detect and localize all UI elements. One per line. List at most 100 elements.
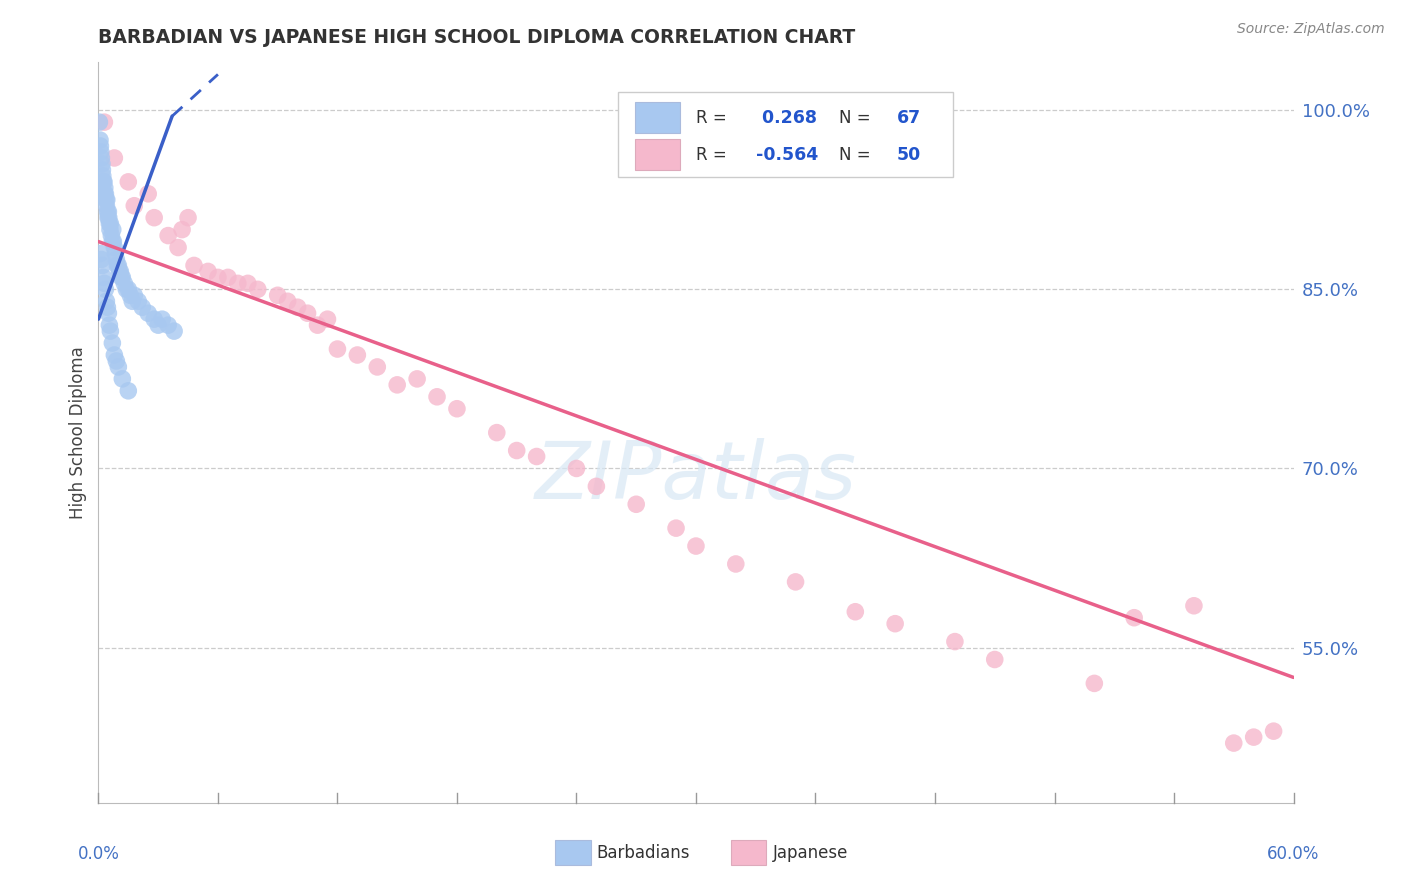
Point <box>105 259 128 273</box>
Text: 50: 50 <box>897 146 921 164</box>
Point <box>685 539 707 553</box>
Point <box>506 443 529 458</box>
Point <box>101 222 124 236</box>
Point <box>94 282 117 296</box>
Point <box>89 139 111 153</box>
Point <box>1123 610 1146 624</box>
Point <box>127 294 149 309</box>
Point <box>426 390 449 404</box>
Point <box>246 282 269 296</box>
Point <box>89 133 111 147</box>
Point <box>91 169 114 183</box>
Point <box>103 240 125 254</box>
Point <box>105 354 128 368</box>
Point <box>984 652 1007 666</box>
Point <box>110 264 132 278</box>
Point <box>93 186 115 201</box>
Point <box>117 384 139 398</box>
Point <box>93 175 115 189</box>
Point <box>100 228 122 243</box>
Point <box>1083 676 1105 690</box>
Point <box>346 348 368 362</box>
Point <box>97 211 120 225</box>
Point <box>107 359 129 374</box>
Point <box>105 252 128 267</box>
Point <box>366 359 388 374</box>
Point <box>585 479 607 493</box>
Point <box>96 294 118 309</box>
Point <box>94 181 117 195</box>
Point <box>117 175 139 189</box>
Point <box>93 175 115 189</box>
Point <box>96 193 118 207</box>
Point <box>97 204 120 219</box>
Point <box>1182 599 1205 613</box>
Point <box>91 259 114 273</box>
Point <box>626 497 648 511</box>
Point <box>90 151 112 165</box>
Point <box>943 634 966 648</box>
Text: R =: R = <box>696 109 733 127</box>
Point <box>150 312 173 326</box>
Point <box>97 211 120 225</box>
Point <box>526 450 548 464</box>
Point <box>326 342 349 356</box>
Point <box>101 336 124 351</box>
Point <box>136 306 159 320</box>
Point <box>93 277 115 291</box>
Text: R =: R = <box>696 146 733 164</box>
Point <box>96 300 118 314</box>
Text: ZIPatlas: ZIPatlas <box>534 438 858 516</box>
Point <box>117 282 139 296</box>
Point <box>121 294 143 309</box>
Point <box>103 348 125 362</box>
Point <box>177 211 200 225</box>
Point <box>1223 736 1246 750</box>
Point <box>157 318 180 333</box>
Point <box>98 222 121 236</box>
Point <box>98 217 122 231</box>
Point <box>665 521 688 535</box>
Point <box>207 270 229 285</box>
Text: Japanese: Japanese <box>773 844 849 862</box>
Point <box>287 300 309 314</box>
Point <box>98 318 121 333</box>
Point <box>785 574 807 589</box>
Text: Source: ZipAtlas.com: Source: ZipAtlas.com <box>1237 22 1385 37</box>
Point <box>91 162 114 177</box>
Point <box>197 264 219 278</box>
Point <box>103 151 125 165</box>
Text: Barbadians: Barbadians <box>596 844 690 862</box>
Text: N =: N = <box>839 146 876 164</box>
FancyBboxPatch shape <box>619 92 953 178</box>
Point <box>112 277 135 291</box>
Text: 0.268: 0.268 <box>756 109 817 127</box>
Point <box>267 288 290 302</box>
Point <box>90 145 112 159</box>
Text: -0.564: -0.564 <box>756 146 818 164</box>
Y-axis label: High School Diploma: High School Diploma <box>69 346 87 519</box>
Point <box>163 324 186 338</box>
Point <box>97 306 120 320</box>
Point <box>96 204 118 219</box>
Point <box>724 557 747 571</box>
Text: 67: 67 <box>897 109 921 127</box>
Point <box>385 377 409 392</box>
Point <box>124 199 146 213</box>
Point <box>103 235 125 249</box>
Point <box>167 240 190 254</box>
Point <box>90 252 112 267</box>
Point <box>297 306 319 320</box>
FancyBboxPatch shape <box>636 138 681 169</box>
Point <box>101 235 124 249</box>
Point <box>93 115 115 129</box>
Point <box>94 186 117 201</box>
Point <box>143 211 166 225</box>
Text: N =: N = <box>839 109 876 127</box>
Point <box>1263 724 1285 739</box>
Point <box>111 372 134 386</box>
Point <box>217 270 239 285</box>
Point <box>124 288 146 302</box>
Point <box>98 324 122 338</box>
Point <box>93 270 115 285</box>
